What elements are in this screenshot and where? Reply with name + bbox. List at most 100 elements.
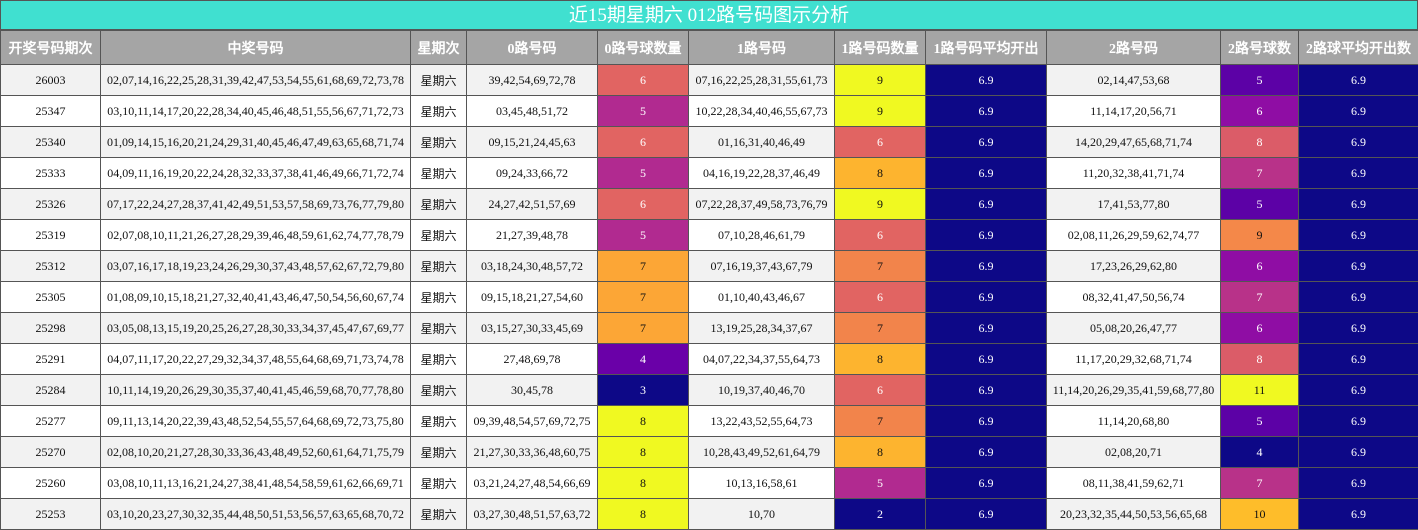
table-cell: 11,14,17,20,56,71 [1046, 95, 1221, 127]
table-cell: 02,08,20,71 [1046, 436, 1221, 468]
table-cell: 星期六 [410, 126, 467, 158]
table-cell: 24,27,42,51,57,69 [466, 188, 598, 220]
table-cell: 5 [1220, 188, 1299, 220]
table-cell: 11,14,20,26,29,35,41,59,68,77,80 [1046, 374, 1221, 406]
table-cell: 09,24,33,66,72 [466, 157, 598, 189]
table-cell: 5 [834, 467, 926, 499]
table-cell: 8 [597, 498, 689, 530]
table-cell: 6.9 [925, 250, 1047, 282]
table-cell: 5 [1220, 64, 1299, 96]
table-cell: 7 [597, 281, 689, 313]
table-cell: 6.9 [1298, 157, 1418, 189]
table-cell: 9 [834, 188, 926, 220]
table-cell: 8 [597, 405, 689, 437]
table-cell: 03,21,24,27,48,54,66,69 [466, 467, 598, 499]
table-cell: 星期六 [410, 95, 467, 127]
table-cell: 14,20,29,47,65,68,71,74 [1046, 126, 1221, 158]
table-row: 25326 07,17,22,24,27,28,37,41,42,49,51,53… [0, 188, 1418, 220]
table-cell: 5 [597, 95, 689, 127]
table-cell: 25291 [0, 343, 101, 375]
table-cell: 25284 [0, 374, 101, 406]
table-cell: 08,11,38,41,59,62,71 [1046, 467, 1221, 499]
table-cell: 6 [597, 64, 689, 96]
table-row: 25284 10,11,14,19,20,26,29,30,35,37,40,41… [0, 374, 1418, 406]
table: 开奖号码期次 中奖号码 星期次 0路号码 0路号球数量 1路号码 1路号码数量 1路号码平均开… [0, 30, 1418, 530]
table-cell: 6.9 [925, 64, 1047, 96]
table-cell: 10,13,16,58,61 [688, 467, 835, 499]
table-cell: 04,09,11,16,19,20,22,24,28,32,33,37,38,4… [100, 157, 411, 189]
table-cell: 13,22,43,52,55,64,73 [688, 405, 835, 437]
table-cell: 05,08,20,26,47,77 [1046, 312, 1221, 344]
table-cell: 01,09,14,15,16,20,21,24,29,31,40,45,46,4… [100, 126, 411, 158]
table-cell: 星期六 [410, 250, 467, 282]
table-cell: 7 [834, 312, 926, 344]
table-row: 25253 03,10,20,23,27,30,32,35,44,48,50,51… [0, 498, 1418, 530]
table-cell: 10,28,43,49,52,61,64,79 [688, 436, 835, 468]
table-cell: 6.9 [925, 95, 1047, 127]
table-cell: 9 [834, 64, 926, 96]
table-cell: 25312 [0, 250, 101, 282]
header-cell: 0路号码 [466, 30, 598, 65]
table-cell: 07,10,28,46,61,79 [688, 219, 835, 251]
table-cell: 9 [1220, 219, 1299, 251]
table-cell: 02,08,11,26,29,59,62,74,77 [1046, 219, 1221, 251]
table-cell: 04,16,19,22,28,37,46,49 [688, 157, 835, 189]
table-row: 25298 03,05,08,13,15,19,20,25,26,27,28,30… [0, 312, 1418, 344]
table-cell: 6.9 [1298, 64, 1418, 96]
table-cell: 17,41,53,77,80 [1046, 188, 1221, 220]
table-cell: 3 [597, 374, 689, 406]
table-cell: 25319 [0, 219, 101, 251]
table-cell: 6.9 [1298, 281, 1418, 313]
table-row: 25340 01,09,14,15,16,20,21,24,29,31,40,45… [0, 126, 1418, 158]
table-row: 25305 01,08,09,10,15,18,21,27,32,40,41,43… [0, 281, 1418, 313]
table-cell: 7 [1220, 281, 1299, 313]
table-cell: 04,07,11,17,20,22,27,29,32,34,37,48,55,6… [100, 343, 411, 375]
header-row: 开奖号码期次 中奖号码 星期次 0路号码 0路号球数量 1路号码 1路号码数量 1路号码平均开… [0, 30, 1418, 65]
table-cell: 6.9 [1298, 312, 1418, 344]
table-cell: 25260 [0, 467, 101, 499]
header-cell: 星期次 [410, 30, 467, 65]
table-row: 25260 03,08,10,11,13,16,21,24,27,38,41,48… [0, 467, 1418, 499]
table-cell: 25253 [0, 498, 101, 530]
table-cell: 6.9 [1298, 374, 1418, 406]
table-cell: 25305 [0, 281, 101, 313]
table-cell: 6.9 [1298, 188, 1418, 220]
table-cell: 6 [834, 126, 926, 158]
table-cell: 6.9 [925, 498, 1047, 530]
table-cell: 6.9 [925, 126, 1047, 158]
table-cell: 25340 [0, 126, 101, 158]
header-cell: 中奖号码 [100, 30, 411, 65]
table-cell: 星期六 [410, 436, 467, 468]
table-cell: 10,22,28,34,40,46,55,67,73 [688, 95, 835, 127]
table-cell: 6.9 [925, 405, 1047, 437]
table-cell: 7 [834, 405, 926, 437]
table-cell: 6.9 [1298, 498, 1418, 530]
table-cell: 9 [834, 95, 926, 127]
table-cell: 6 [1220, 95, 1299, 127]
table-cell: 6 [834, 281, 926, 313]
table-cell: 10,19,37,40,46,70 [688, 374, 835, 406]
table-cell: 26003 [0, 64, 101, 96]
table-cell: 11,14,20,68,80 [1046, 405, 1221, 437]
table-cell: 2 [834, 498, 926, 530]
table-cell: 25270 [0, 436, 101, 468]
table-cell: 20,23,32,35,44,50,53,56,65,68 [1046, 498, 1221, 530]
table-cell: 25347 [0, 95, 101, 127]
table-cell: 8 [1220, 126, 1299, 158]
table-cell: 7 [834, 250, 926, 282]
table-cell: 6 [597, 126, 689, 158]
table-cell: 6 [1220, 250, 1299, 282]
table-cell: 03,07,16,17,18,19,23,24,26,29,30,37,43,4… [100, 250, 411, 282]
table-cell: 03,10,20,23,27,30,32,35,44,48,50,51,53,5… [100, 498, 411, 530]
table-cell: 7 [597, 312, 689, 344]
table-cell: 星期六 [410, 467, 467, 499]
table-cell: 7 [1220, 157, 1299, 189]
table-cell: 21,27,30,33,36,48,60,75 [466, 436, 598, 468]
table-cell: 星期六 [410, 157, 467, 189]
table-body: 26003 02,07,14,16,22,25,28,31,39,42,47,53… [0, 64, 1418, 530]
header-cell: 开奖号码期次 [0, 30, 101, 65]
table-row: 25270 02,08,10,20,21,27,28,30,33,36,43,48… [0, 436, 1418, 468]
table-row: 25319 02,07,08,10,11,21,26,27,28,29,39,46… [0, 219, 1418, 251]
title: 近15期星期六 012路号码图示分析 [0, 0, 1418, 30]
